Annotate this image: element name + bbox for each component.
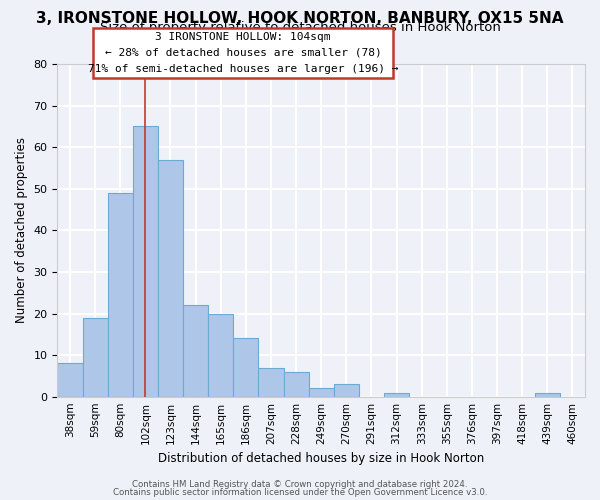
Bar bbox=[233, 338, 259, 396]
Bar bbox=[83, 318, 107, 396]
Text: 3 IRONSTONE HOLLOW: 104sqm: 3 IRONSTONE HOLLOW: 104sqm bbox=[155, 32, 331, 42]
Bar bbox=[284, 372, 308, 396]
Bar bbox=[384, 392, 409, 396]
Bar bbox=[259, 368, 284, 396]
Bar bbox=[58, 364, 83, 396]
Text: Contains HM Land Registry data © Crown copyright and database right 2024.: Contains HM Land Registry data © Crown c… bbox=[132, 480, 468, 489]
Text: Contains public sector information licensed under the Open Government Licence v3: Contains public sector information licen… bbox=[113, 488, 487, 497]
Text: Size of property relative to detached houses in Hook Norton: Size of property relative to detached ho… bbox=[100, 22, 500, 35]
Y-axis label: Number of detached properties: Number of detached properties bbox=[15, 138, 28, 324]
Text: ← 28% of detached houses are smaller (78): ← 28% of detached houses are smaller (78… bbox=[104, 48, 382, 58]
Bar bbox=[183, 305, 208, 396]
Bar bbox=[133, 126, 158, 396]
Bar bbox=[308, 388, 334, 396]
Bar bbox=[535, 392, 560, 396]
Bar bbox=[107, 193, 133, 396]
X-axis label: Distribution of detached houses by size in Hook Norton: Distribution of detached houses by size … bbox=[158, 452, 484, 465]
Bar bbox=[334, 384, 359, 396]
Bar bbox=[208, 314, 233, 396]
Text: 71% of semi-detached houses are larger (196) →: 71% of semi-detached houses are larger (… bbox=[88, 64, 398, 74]
Bar bbox=[158, 160, 183, 396]
Text: 3, IRONSTONE HOLLOW, HOOK NORTON, BANBURY, OX15 5NA: 3, IRONSTONE HOLLOW, HOOK NORTON, BANBUR… bbox=[36, 11, 564, 26]
